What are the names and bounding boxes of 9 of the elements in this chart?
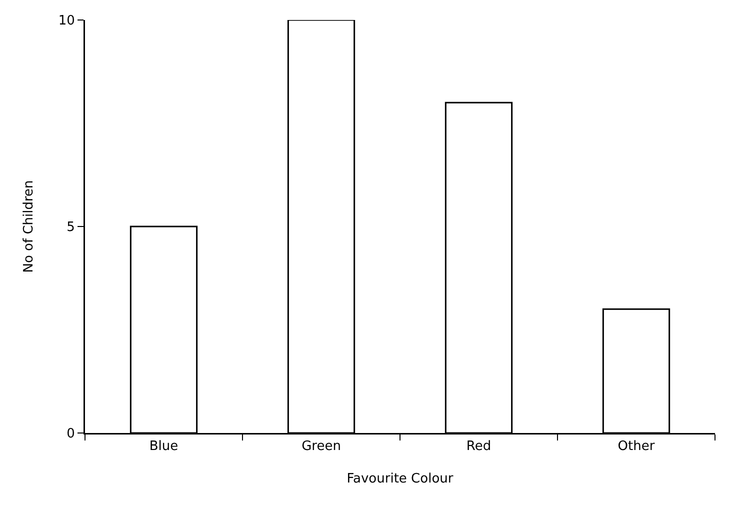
x-tick-label: Other <box>618 439 656 454</box>
y-tick-label: 0 <box>66 426 75 442</box>
y-axis-title: No of Children <box>22 180 37 273</box>
x-tick-label: Blue <box>149 439 178 454</box>
x-axis-title: Favourite Colour <box>346 471 454 486</box>
y-tick-label: 5 <box>66 220 75 236</box>
y-tick-label: 10 <box>58 14 75 29</box>
x-tick-label: Green <box>302 439 341 454</box>
x-tick-label: Red <box>466 439 492 454</box>
